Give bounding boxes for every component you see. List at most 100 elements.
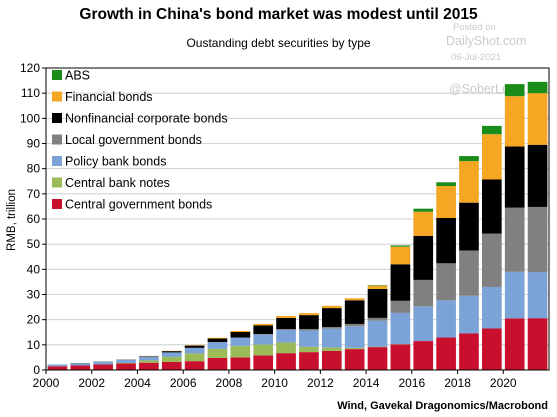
y-tick-label: 120 — [20, 61, 40, 75]
bar-segment — [276, 328, 296, 330]
bar-segment — [230, 357, 251, 370]
y-tick-label: 100 — [20, 111, 40, 125]
bar-segment — [161, 352, 182, 357]
bar-segment — [139, 356, 159, 357]
bar-segment — [230, 337, 251, 346]
bar-segment — [436, 300, 456, 338]
x-tick-label: 2010 — [261, 376, 288, 390]
x-tick-label: 2014 — [353, 376, 380, 390]
bar-segment — [161, 356, 182, 362]
bar-segment — [344, 349, 365, 370]
bar-segment — [367, 288, 388, 318]
bar-segment — [367, 285, 388, 289]
bar-segment — [459, 295, 479, 334]
bar-segment — [299, 352, 319, 370]
bar-segment — [527, 81, 548, 94]
bar-segment — [184, 347, 205, 354]
legend-swatch — [52, 156, 62, 166]
x-tick-label: 2004 — [124, 376, 151, 390]
legend: ABS Financial bonds Nonfinancial corporate… — [52, 69, 228, 212]
bar-segment — [459, 250, 479, 296]
bar-segment — [230, 330, 251, 332]
bar-segment — [207, 338, 228, 343]
bar-segment — [459, 161, 479, 203]
bar-segment — [184, 361, 205, 370]
bar-segment — [527, 93, 548, 145]
bar-segment — [321, 326, 342, 329]
bar-segment — [344, 323, 365, 327]
bar-segment — [299, 346, 319, 353]
legend-swatch — [52, 113, 62, 123]
bar-segment — [93, 361, 113, 365]
bar-segment — [253, 334, 274, 345]
bar-segment — [367, 346, 388, 348]
legend-label: Policy bank bonds — [65, 155, 166, 169]
bar-segment — [207, 337, 228, 339]
bar-segment — [459, 156, 479, 162]
bar-segment — [413, 208, 434, 212]
bar-segment — [321, 328, 342, 348]
bar-segment — [321, 305, 342, 309]
bar-segment — [276, 317, 296, 329]
y-tick-label: 30 — [27, 288, 41, 302]
bar-segment — [436, 217, 456, 264]
bar-segment — [413, 211, 434, 236]
bar-segment — [253, 334, 274, 335]
bar-segment — [299, 315, 319, 329]
bar-segment — [390, 246, 411, 265]
bar-segment — [161, 361, 182, 370]
bar-segment — [482, 286, 502, 329]
bar-segment — [139, 360, 159, 363]
bar-segment — [482, 179, 502, 234]
bar-segment — [527, 144, 548, 207]
bar-segment — [367, 347, 388, 370]
bar-segment — [413, 341, 434, 370]
legend-label: Local government bonds — [65, 133, 202, 147]
bar-segment — [184, 353, 205, 362]
y-tick-label: 20 — [27, 313, 41, 327]
bar-segment — [482, 134, 502, 180]
bar-segment — [367, 317, 388, 321]
bar-segment — [436, 263, 456, 301]
bar-segment — [253, 355, 274, 370]
bars — [47, 81, 548, 370]
x-tick-labels: 2000 2002 2004 2006 2008 2010 2012 2014 2016 2018… — [33, 370, 517, 390]
source-note: Wind, Gavekal Dragonomics/Macrobond — [337, 400, 548, 412]
legend-label: Central bank notes — [65, 176, 170, 190]
bar-segment — [504, 146, 525, 208]
legend-label: Nonfinancial corporate bonds — [65, 112, 228, 126]
bar-segment — [161, 351, 182, 353]
bar-segment — [527, 272, 548, 319]
bar-segment — [139, 356, 159, 361]
legend-label: Financial bonds — [65, 90, 153, 104]
x-tick-label: 2002 — [78, 376, 105, 390]
bar-segment — [207, 357, 228, 370]
watermark-date: 06-Jul-2021 — [451, 52, 502, 63]
bar-segment — [207, 348, 228, 358]
bar-segment — [184, 345, 205, 346]
bar-segment — [299, 313, 319, 316]
bar-segment — [230, 331, 251, 338]
bar-segment — [70, 365, 91, 370]
bar-segment — [344, 347, 365, 350]
y-tick-label: 60 — [27, 212, 41, 226]
bar-segment — [344, 298, 365, 301]
bar-segment — [482, 233, 502, 287]
bar-segment — [482, 125, 502, 135]
watermark-handle: @SoberLook — [449, 82, 523, 96]
legend-swatch — [52, 91, 62, 102]
bar-segment — [504, 96, 525, 147]
legend-swatch — [52, 134, 62, 145]
bar-segment — [253, 344, 274, 356]
y-tick-label: 40 — [27, 262, 41, 276]
y-tick-label: 70 — [27, 187, 41, 201]
bar-segment — [116, 359, 136, 363]
y-tick-label: 80 — [27, 162, 41, 176]
bar-segment — [184, 345, 205, 348]
x-tick-label: 2000 — [33, 376, 60, 390]
bar-segment — [230, 345, 251, 358]
bar-segment — [504, 84, 525, 97]
bar-segment — [390, 300, 411, 313]
bar-segment — [276, 329, 296, 343]
bar-segment — [459, 202, 479, 251]
